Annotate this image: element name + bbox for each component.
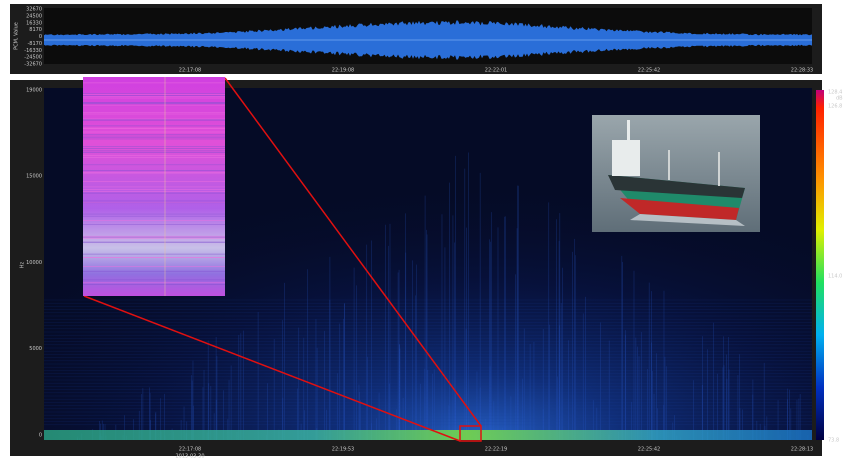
x-tick-label: 22:17:08 [179, 447, 201, 453]
x-tick-label: 22:22:19 [485, 447, 507, 453]
spectrogram-date: 2013-03-30 [175, 454, 204, 459]
x-tick-label: 22:19:08 [332, 68, 354, 74]
y-tick-label: 24500 [26, 13, 42, 19]
y-tick-label: 0 [39, 34, 42, 40]
ship-bridge [612, 140, 640, 176]
colorbar [816, 90, 824, 440]
y-tick-label: 10000 [26, 260, 42, 266]
colorbar-label: 114.0 [828, 274, 842, 280]
y-tick-label: -32670 [24, 62, 42, 68]
x-tick-label: 22:17:08 [179, 68, 201, 74]
spectrogram-y-label: Hz [20, 261, 26, 268]
ship-mast [627, 120, 630, 142]
ship-photo [592, 115, 760, 232]
y-tick-label: -8170 [27, 41, 42, 47]
x-tick-label: 22:25:42 [638, 68, 660, 74]
y-tick-label: -24500 [24, 55, 42, 61]
low-frequency-band [44, 430, 812, 440]
y-tick-label: 16330 [26, 20, 42, 26]
x-tick-label: 22:28:13 [791, 447, 813, 453]
x-tick-label: 22:25:42 [638, 447, 660, 453]
y-tick-label: 19000 [26, 88, 42, 94]
y-tick-label: 15000 [26, 174, 42, 180]
y-tick-label: 0 [39, 432, 42, 438]
waveform-y-label: PCM, Value [14, 22, 20, 50]
zoom-inset [83, 77, 225, 296]
x-tick-label: 22:19:53 [332, 447, 354, 453]
y-tick-label: 32670 [26, 7, 42, 13]
ship-crane [668, 150, 670, 180]
x-tick-label: 22:22:01 [485, 68, 507, 74]
colorbar-label: 126.8 [828, 104, 842, 110]
x-tick-label: 22:28:33 [791, 68, 813, 74]
ship-crane [718, 152, 720, 186]
colorbar-unit: dB [836, 96, 843, 102]
y-tick-label: 8170 [29, 27, 42, 33]
y-tick-label: 5000 [29, 346, 42, 352]
y-tick-label: -16330 [24, 48, 42, 54]
colorbar-label: 73.8 [828, 438, 839, 444]
